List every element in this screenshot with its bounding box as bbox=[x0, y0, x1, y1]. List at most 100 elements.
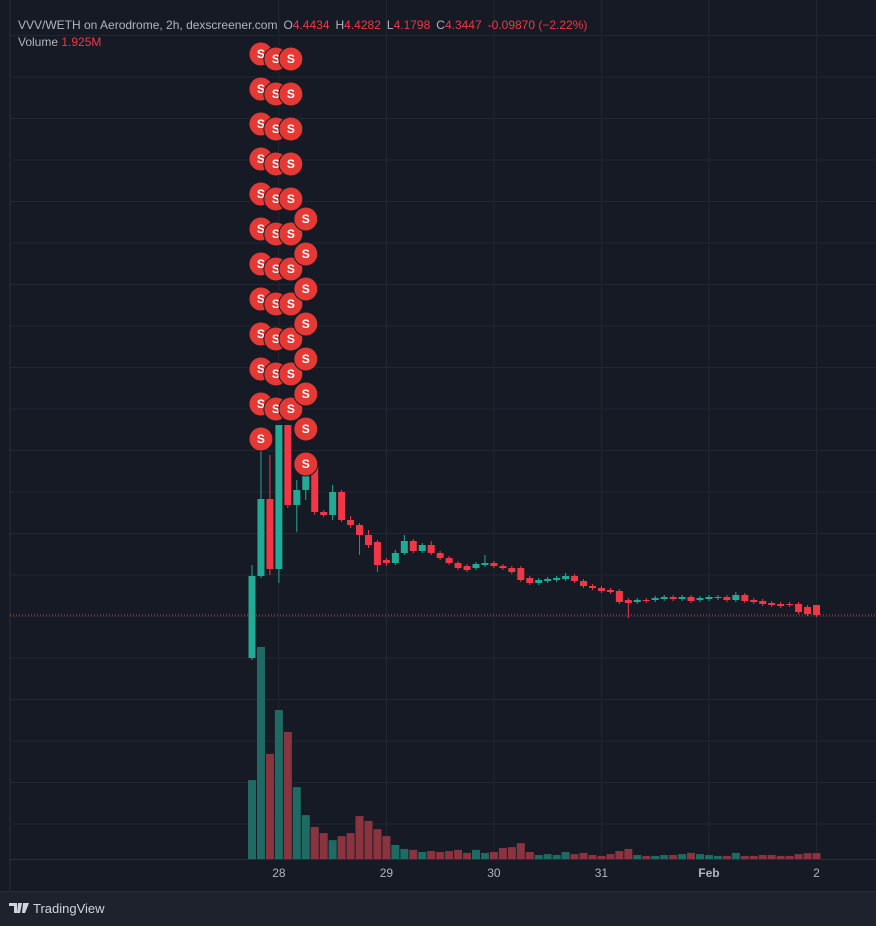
candle-body bbox=[624, 600, 632, 603]
volume-bar bbox=[516, 843, 525, 859]
candle-body bbox=[481, 563, 489, 565]
volume-bar bbox=[731, 852, 740, 859]
candle-body bbox=[714, 597, 722, 598]
sell-marker: S bbox=[278, 221, 304, 247]
candle-body bbox=[445, 558, 453, 563]
sell-marker-label: S bbox=[287, 157, 295, 171]
sell-marker-label: S bbox=[272, 332, 280, 346]
sell-marker-label: S bbox=[272, 227, 280, 241]
volume-bar bbox=[248, 780, 256, 859]
candle-body bbox=[606, 590, 614, 592]
sell-marker-label: S bbox=[272, 122, 280, 136]
sell-marker: S bbox=[293, 241, 319, 267]
volume-bar bbox=[445, 851, 454, 859]
volume-bar bbox=[436, 851, 445, 859]
sell-marker: S bbox=[293, 416, 319, 442]
legend: VVV/WETH on Aerodrome, 2h, dexscreener.c… bbox=[18, 17, 593, 51]
sell-marker-circle bbox=[278, 291, 304, 317]
sell-marker: S bbox=[278, 291, 304, 317]
x-tick-label: 31 bbox=[595, 866, 609, 880]
volume-bar bbox=[740, 855, 749, 859]
sell-marker-label: S bbox=[272, 297, 280, 311]
sell-marker-label: S bbox=[287, 262, 295, 276]
sell-marker-label: S bbox=[272, 87, 280, 101]
candle-body bbox=[535, 580, 543, 583]
sell-marker-label: S bbox=[302, 422, 310, 436]
sell-marker-circle bbox=[278, 396, 304, 422]
candle-body bbox=[347, 520, 355, 525]
candle-body bbox=[508, 568, 516, 572]
volume-label: Volume bbox=[18, 35, 59, 49]
candle-body bbox=[364, 535, 372, 545]
volume-bar bbox=[373, 829, 382, 859]
sell-marker-circle bbox=[293, 416, 319, 442]
sell-marker: S bbox=[248, 426, 274, 452]
volume-bar bbox=[283, 731, 292, 859]
volume-line: Volume 1.925M bbox=[18, 34, 593, 51]
x-tick-label: Feb bbox=[698, 866, 719, 880]
sell-marker-label: S bbox=[272, 367, 280, 381]
volume-bar bbox=[543, 854, 552, 859]
candle-body bbox=[669, 597, 677, 599]
volume-bar bbox=[633, 855, 642, 859]
volume-bar bbox=[785, 855, 794, 859]
sell-marker-label: S bbox=[302, 317, 310, 331]
candle-body bbox=[329, 492, 337, 515]
sell-marker-circle bbox=[278, 116, 304, 142]
brand[interactable]: TradingView bbox=[33, 901, 105, 916]
volume-bar bbox=[319, 833, 328, 859]
ohlc-key: L bbox=[386, 18, 394, 32]
volume-bar bbox=[704, 855, 713, 859]
sell-marker-label: S bbox=[257, 292, 265, 306]
sell-marker: S bbox=[293, 206, 319, 232]
volume-bar bbox=[606, 854, 615, 859]
sell-marker: S bbox=[278, 46, 304, 72]
candle-body bbox=[320, 512, 328, 515]
candle-body bbox=[768, 603, 776, 605]
brand-logo bbox=[9, 903, 29, 913]
sell-marker: S bbox=[278, 116, 304, 142]
sell-marker-label: S bbox=[257, 187, 265, 201]
sell-marker-circle bbox=[293, 451, 319, 477]
volume-bar bbox=[328, 840, 337, 859]
sell-marker-label: S bbox=[257, 327, 265, 341]
volume-bar bbox=[687, 852, 696, 859]
ohlc-values: O4.4434 H4.4282 L4.1798 C4.3447 bbox=[277, 18, 487, 32]
volume-bar bbox=[274, 709, 283, 859]
sell-marker-label: S bbox=[272, 402, 280, 416]
candle-body bbox=[597, 588, 605, 591]
candle-body bbox=[687, 597, 695, 601]
candle-body bbox=[741, 595, 749, 601]
sell-marker-circle bbox=[248, 426, 274, 452]
sell-marker-label: S bbox=[272, 192, 280, 206]
volume-bar bbox=[561, 851, 570, 859]
x-tick-label: 29 bbox=[380, 866, 394, 880]
sell-marker-label: S bbox=[302, 212, 310, 226]
volume-bar bbox=[472, 849, 480, 859]
volume-bar bbox=[615, 851, 624, 859]
sell-marker: S bbox=[278, 361, 304, 387]
sell-marker-circle bbox=[293, 276, 319, 302]
volume-bar bbox=[418, 851, 427, 859]
candle-body bbox=[562, 576, 570, 579]
candle-body bbox=[266, 499, 274, 569]
candle-body bbox=[651, 598, 659, 600]
candle-body bbox=[660, 597, 668, 599]
volume-bar bbox=[660, 855, 669, 859]
volume-bar bbox=[534, 855, 543, 859]
header-line: VVV/WETH on Aerodrome, 2h, dexscreener.c… bbox=[18, 17, 593, 34]
grid-background bbox=[10, 0, 876, 859]
sell-marker-label: S bbox=[257, 82, 265, 96]
candle-body bbox=[750, 600, 758, 602]
sell-marker-label: S bbox=[287, 297, 295, 311]
candle-body bbox=[759, 601, 767, 604]
sell-marker-label: S bbox=[302, 387, 310, 401]
sell-marker-circle bbox=[293, 346, 319, 372]
volume-bar bbox=[355, 816, 364, 859]
candle-body bbox=[696, 598, 704, 600]
volume-bar bbox=[525, 851, 534, 859]
sell-marker-circle bbox=[278, 151, 304, 177]
volume-bar bbox=[749, 855, 758, 859]
sell-marker: S bbox=[278, 326, 304, 352]
sell-marker-label: S bbox=[257, 152, 265, 166]
